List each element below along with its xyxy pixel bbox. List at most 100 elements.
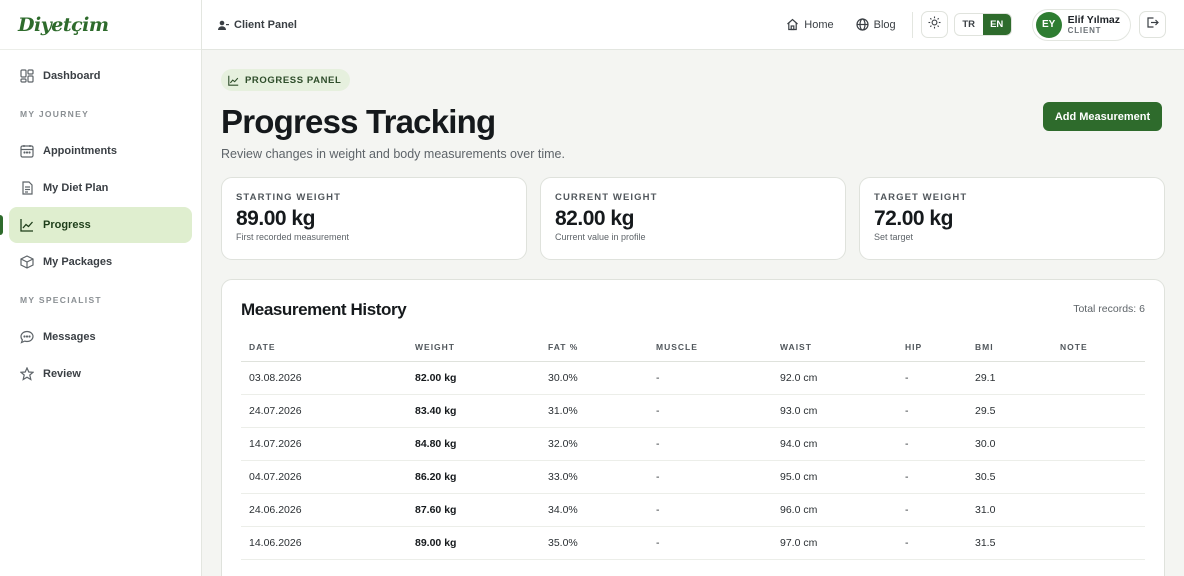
sidebar-item-label: Messages [43,331,96,343]
dashboard-icon [19,69,34,84]
home-icon [786,18,799,31]
stat-caption: Current value in profile [555,232,646,242]
cell-waist: 97.0 cm [772,526,897,560]
calendar-icon [19,144,34,159]
sidebar: Diyetçim Dashboard MY JOURNEY Appointmen… [0,0,202,576]
user-role: CLIENT [1067,25,1102,35]
cell-hip: - [897,493,967,527]
globe-icon [856,18,869,31]
trend-chart-icon [19,218,34,233]
cell-muscle: - [648,427,772,461]
blog-link[interactable]: Blog [856,18,896,31]
user-info: Elif Yılmaz CLIENT [1068,14,1120,36]
cell-note [1052,526,1145,560]
cell-bmi: 31.5 [967,526,1052,560]
stat-card-current-weight: CURRENT WEIGHT 82.00 kg Current value in… [540,177,846,260]
sidebar-item-label: Progress [43,219,91,231]
blog-link-label: Blog [873,18,896,31]
stat-card-starting-weight: STARTING WEIGHT 89.00 kg First recorded … [221,177,527,260]
sidebar-item-packages[interactable]: My Packages [9,244,192,280]
column-header-note: NOTE [1052,334,1145,362]
user-icon [217,19,229,31]
cell-muscle: - [648,394,772,428]
theme-toggle-button[interactable] [920,11,948,38]
lang-en-button[interactable]: EN [982,14,1011,35]
column-header-waist: WAIST [772,334,897,362]
cell-note [1052,493,1145,527]
home-link-label: Home [804,18,834,31]
sidebar-item-progress[interactable]: Progress [0,207,192,243]
cell-hip: - [897,526,967,560]
cell-weight: 87.60 kg [407,493,540,527]
client-panel-label: Client Panel [217,19,297,31]
progress-panel-badge: PROGRESS PANEL [221,69,351,91]
cell-date: 03.08.2026 [241,361,407,395]
home-link[interactable]: Home [786,18,834,31]
cell-weight: 83.40 kg [407,394,540,428]
table-row: 03.08.2026 82.00 kg 30.0% - 92.0 cm - 29… [241,361,1145,395]
trend-chart-icon [228,75,239,86]
column-header-fat: FAT % [540,334,648,362]
stat-value: 72.00 kg [874,207,953,230]
user-name: Elif Yılmaz [1067,13,1120,26]
cell-waist: 94.0 cm [772,427,897,461]
document-icon [19,181,34,196]
header-actions: Home Blog TR EN EY Elif Yılmaz CLIENT [786,8,1184,41]
cell-weight: 82.00 kg [407,361,540,395]
lang-tr-button[interactable]: TR [962,19,975,30]
cell-weight: 84.80 kg [407,427,540,461]
client-panel-text: Client Panel [234,18,297,31]
sidebar-item-dashboard[interactable]: Dashboard [9,58,192,94]
stat-value: 89.00 kg [236,207,315,230]
cell-hip: - [897,427,967,461]
sidebar-item-messages[interactable]: Messages [9,319,192,355]
cell-weight: 86.20 kg [407,460,540,494]
cell-bmi: 29.1 [967,361,1052,395]
user-menu[interactable]: EY Elif Yılmaz CLIENT [1031,8,1131,41]
active-indicator [0,215,3,235]
column-header-hip: HIP [897,334,967,362]
cell-muscle: - [648,361,772,395]
cell-hip: - [897,361,967,395]
stat-label: TARGET WEIGHT [874,192,968,203]
stat-caption: First recorded measurement [236,232,350,242]
cell-bmi: 30.0 [967,427,1052,461]
cell-hip: - [897,460,967,494]
cell-note [1052,394,1145,428]
sidebar-item-diet-plan[interactable]: My Diet Plan [9,170,192,206]
cell-muscle: - [648,493,772,527]
cell-date: 14.07.2026 [241,427,407,461]
cell-waist: 92.0 cm [772,361,897,395]
cell-note [1052,361,1145,395]
cell-waist: 95.0 cm [772,460,897,494]
cell-fat: 34.0% [540,493,648,527]
cell-fat: 31.0% [540,394,648,428]
stat-value: 82.00 kg [555,207,634,230]
add-measurement-button[interactable]: Add Measurement [1043,102,1162,131]
column-header-weight: WEIGHT [407,334,540,362]
stat-label: STARTING WEIGHT [236,192,341,203]
sidebar-item-label: My Diet Plan [43,182,109,194]
logo-text: Diyetçim [18,13,109,36]
sidebar-item-label: My Packages [43,256,113,268]
sidebar-item-label: Appointments [43,145,117,157]
sidebar-item-label: Dashboard [43,70,101,82]
history-title: Measurement History [241,300,407,319]
sidebar-item-appointments[interactable]: Appointments [9,133,192,169]
stat-label: CURRENT WEIGHT [555,192,658,203]
column-header-date: DATE [241,334,407,362]
cell-weight: 89.00 kg [407,526,540,560]
cell-note [1052,460,1145,494]
package-icon [19,255,34,270]
language-switcher: TR EN [953,13,1012,36]
sidebar-nav: Dashboard MY JOURNEY Appointments My Die… [0,50,201,392]
cell-date: 24.06.2026 [241,493,407,527]
cell-fat: 35.0% [540,526,648,560]
cell-waist: 93.0 cm [772,394,897,428]
sidebar-item-review[interactable]: Review [9,356,192,392]
measurement-history-card: Measurement History Total records: 6 DAT… [221,279,1165,576]
section-my-specialist: MY SPECIALIST [20,295,102,305]
avatar: EY [1035,11,1062,38]
brand-logo[interactable]: Diyetçim [0,0,201,50]
logout-button[interactable] [1139,11,1166,38]
